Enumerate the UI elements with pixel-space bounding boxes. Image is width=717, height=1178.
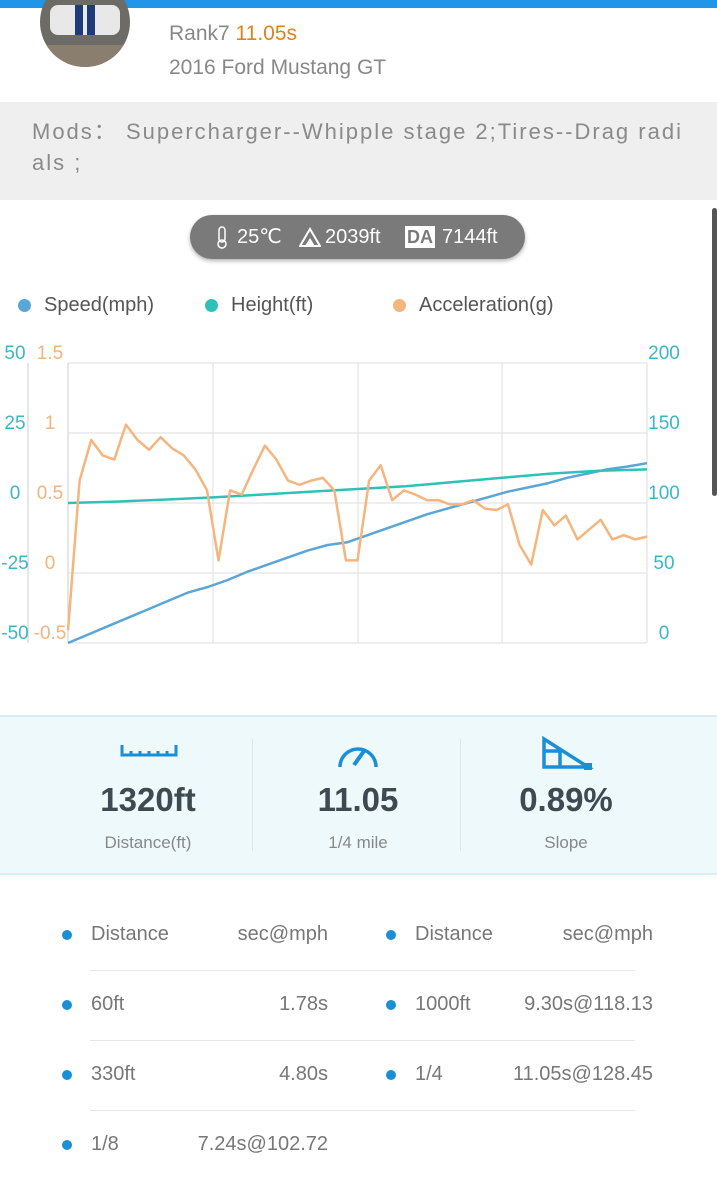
stat-label: Slope (544, 833, 588, 852)
split-name: 60ft (91, 993, 125, 1015)
bullet (386, 930, 396, 940)
tick-label: 150 (648, 413, 680, 434)
split-name: Distance (91, 923, 169, 945)
legend-label: Height(ft) (231, 294, 314, 316)
temperature: 25℃ (237, 226, 282, 248)
legend-dot (18, 299, 31, 312)
rank-time: 11.05s (235, 22, 298, 45)
split-name: 1/4 (415, 1063, 443, 1085)
bullet (62, 1070, 72, 1080)
row-separator (90, 970, 635, 971)
stats-panel: 1320ft Distance(ft) 11.05 1/4 mile 0.89% Slop… (0, 715, 717, 875)
scrollbar (712, 208, 717, 496)
bullet (62, 1140, 72, 1150)
tick-label: -50 (1, 623, 28, 644)
stat-label: Distance(ft) (104, 833, 192, 852)
split-name: Distance (415, 923, 493, 945)
bullet (386, 1070, 396, 1080)
car-name: 2016 Ford Mustang GT (169, 56, 387, 79)
tick-label: 1 (45, 413, 56, 434)
divider (252, 739, 253, 851)
legend-dot (393, 299, 406, 312)
tick-label: 50 (4, 343, 25, 364)
rank: Rank7 (169, 22, 230, 45)
mountain-icon (299, 227, 321, 247)
split-value: sec@mph (562, 923, 653, 945)
thermometer-icon (217, 226, 227, 249)
tick-label: 50 (653, 553, 674, 574)
slope-icon (542, 735, 594, 770)
split-value: 1.78s (279, 993, 328, 1015)
split-name: 1000ft (415, 993, 471, 1015)
series-line (66, 423, 648, 631)
tick-label: 1.5 (37, 343, 63, 364)
split-value: 9.30s@118.13 (524, 993, 653, 1015)
series-line (67, 461, 648, 645)
legend: Speed(mph) Height(ft) Acceleration(g) (0, 292, 717, 320)
altitude: 2039ft (325, 226, 381, 248)
conditions-pill: 25℃ 2039ft DA 7144ft (190, 215, 525, 259)
divider (460, 739, 461, 851)
split-value: 11.05s@128.45 (512, 1063, 653, 1085)
legend-label: Acceleration(g) (419, 294, 554, 316)
split-value: 4.80s (279, 1063, 328, 1085)
stat-value: 0.89% (519, 781, 613, 818)
bullet (386, 1000, 396, 1010)
row-separator (90, 1040, 635, 1041)
legend-label: Speed(mph) (44, 294, 155, 316)
bullet (62, 930, 72, 940)
avatar (40, 0, 130, 67)
ruler-icon (120, 745, 178, 757)
tick-label: 0 (45, 553, 56, 574)
top-bar (0, 0, 717, 8)
split-name: 330ft (91, 1063, 136, 1085)
stat-value: 1320ft (100, 781, 196, 818)
series-line (67, 468, 648, 505)
bullet (62, 1000, 72, 1010)
tick-label: 25 (4, 413, 25, 434)
density-altitude: 7144ft (442, 226, 498, 248)
mods-box: Mods： Supercharger--Whipple stage 2;Tire… (0, 102, 717, 200)
tick-label: 200 (648, 343, 680, 364)
row-separator (90, 1110, 635, 1111)
split-name: 1/8 (91, 1133, 119, 1155)
split-value: 7.24s@102.72 (197, 1133, 328, 1155)
mods-text: Supercharger--Whipple stage 2;Tires--Dra… (32, 119, 683, 175)
tick-label: -0.5 (34, 623, 67, 644)
tick-label: 0 (10, 483, 21, 504)
tick-label: 0 (659, 623, 670, 644)
chart: 50 25 0 -25 -50 1.5 1 0.5 0 -0.5 200 150 100 50 0 (1, 343, 680, 645)
mods-label: Mods： (32, 119, 118, 144)
stat-label: 1/4 mile (328, 833, 388, 852)
legend-dot (205, 299, 218, 312)
tick-label: 100 (648, 483, 680, 504)
stat-value: 11.05 (317, 781, 399, 818)
da-badge: DA (405, 226, 435, 248)
gauge-icon (338, 747, 378, 768)
split-value: sec@mph (237, 923, 328, 945)
tick-label: -25 (1, 553, 28, 574)
tick-label: 0.5 (37, 483, 63, 504)
